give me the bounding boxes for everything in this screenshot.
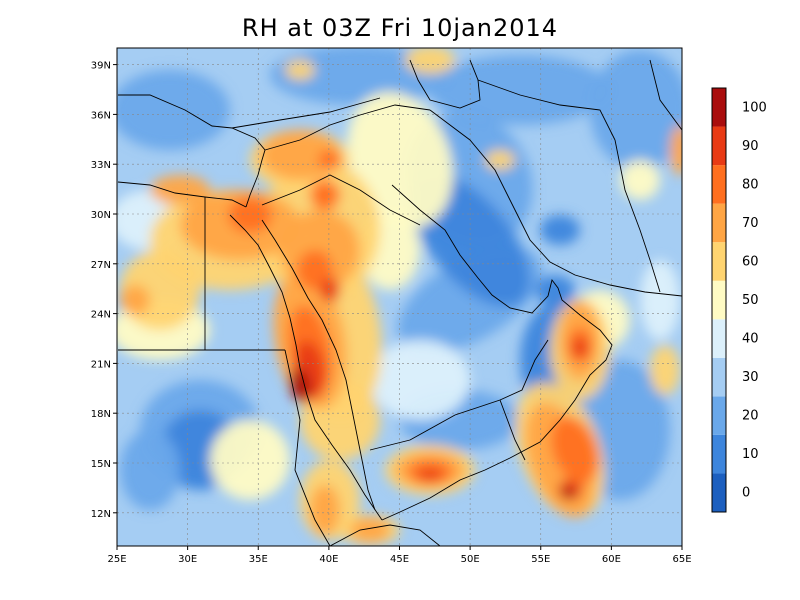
x-tick-label: 50E [461,554,480,565]
colorbar-label: 30 [742,370,759,385]
coastline-gulf [381,184,613,521]
y-tick-label: 15N [91,459,111,470]
x-tick-label: 25E [107,554,126,565]
y-axis-ticks: 12N 15N 18N 21N 24N 27N 30N 33N 36N 39N [91,61,117,520]
colorbar-segment [712,126,726,166]
colorbar-segment [712,203,726,243]
rh-contour-region [120,285,150,315]
rh-contour-region [405,48,455,74]
rh-contour-region [485,150,515,170]
colorbar-label: 70 [742,216,759,231]
colorbar-label: 40 [742,332,759,347]
rh-contour-region [670,125,682,175]
y-tick-label: 36N [91,110,111,121]
country-boundaries [117,59,682,546]
x-tick-label: 40E [319,554,338,565]
x-tick-label: 60E [602,554,621,565]
rh-contour-region [640,260,680,340]
border-iran-afghan [614,139,661,293]
colorbar-segment [712,242,726,281]
rh-contour-region [347,92,453,228]
colorbar-label: 80 [742,177,759,192]
x-tick-label: 55E [531,554,550,565]
rh-contour-region [572,338,588,358]
coastline-red-sea-west [229,214,383,521]
colorbar-frame [711,87,727,513]
border-horn [329,524,441,546]
rh-contour-region [370,340,470,420]
rh-contour-region [350,518,390,542]
colorbar-label: 100 [742,100,767,115]
rh-contour-region [228,197,272,233]
rh-contour-region [535,275,575,305]
rh-contour-region [320,278,340,302]
y-tick-label: 33N [91,160,111,171]
rh-contour-region [297,250,333,290]
rh-contour-region [260,130,340,180]
colorbar-segment [712,396,726,435]
colorbar-segment [712,280,726,320]
colorbar-segment [712,88,726,127]
rh-contour-region [285,60,315,80]
colorbar-label: 50 [742,293,759,308]
border-turkey-syria [231,97,381,129]
map-title: RH at 03Z Fri 10jan2014 [241,14,559,42]
rh-contour-region [117,70,230,150]
rh-contour-region [650,345,680,395]
x-tick-label: 35E [249,554,268,565]
border-saudi-north [261,174,421,226]
border-sudan-ethiopia [284,349,331,546]
rh-contour-region [620,160,660,200]
x-tick-label: 30E [178,554,197,565]
colorbar-segment [712,165,726,204]
rh-contour-region [561,487,575,499]
colorbar-label: 20 [742,409,759,424]
y-tick-label: 30N [91,210,111,221]
rh-contour-region [590,50,682,170]
colorbar-label: 0 [742,486,750,501]
x-tick-label: 65E [672,554,691,565]
rh-contour-region [310,485,340,535]
rh-contour-region [551,416,599,484]
rh-contour-region [318,150,342,170]
coastline-iran [429,109,682,297]
colorbar-segment [712,319,726,358]
rh-contour-region [418,469,442,481]
colorbar-label: 90 [742,139,759,154]
colorbar-label: 10 [742,447,759,462]
coastline-north-africa [117,181,247,208]
border-iran-turkmen [477,79,616,141]
coastline-red-sea-east [261,219,376,511]
x-axis-ticks: 25E 30E 35E 40E 45E 50E 55E 60E 65E [107,546,692,565]
y-tick-label: 21N [91,359,111,370]
rh-contour-region [210,420,290,500]
y-tick-label: 12N [91,509,111,520]
border-afghan-pak [649,59,682,131]
colorbar: 0 10 20 30 40 50 60 70 80 90 100 [711,87,767,513]
rh-field [117,48,682,546]
y-tick-label: 27N [91,260,111,271]
colorbar-segment [712,434,726,474]
x-tick-label: 45E [390,554,409,565]
y-tick-label: 39N [91,61,111,72]
colorbar-segment [712,357,726,397]
y-tick-label: 24N [91,310,111,321]
y-tick-label: 18N [91,409,111,420]
rh-contour-region [150,175,210,205]
border-yemen-oman [499,399,526,461]
rh-contour-region [120,430,180,510]
coastline-levant [118,94,266,208]
rh-contour-region [540,215,580,245]
colorbar-segment [712,473,726,512]
rh-contour-region [270,48,450,105]
rh-contour-region [310,180,340,210]
colorbar-label: 60 [742,254,759,269]
border-iraq-syria [264,104,431,151]
